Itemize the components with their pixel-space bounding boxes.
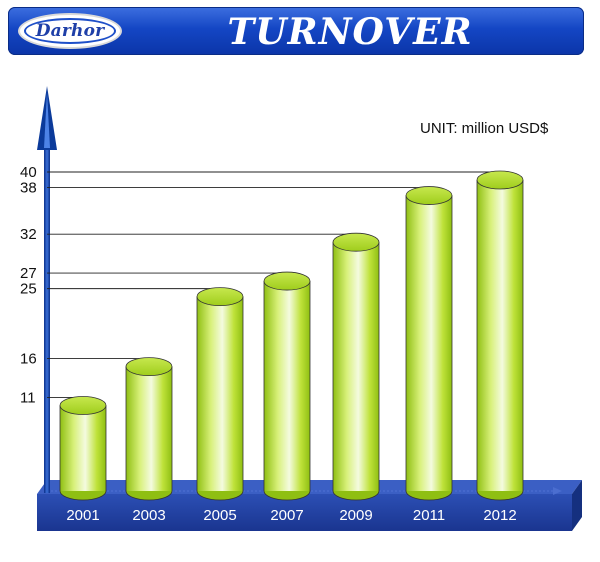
- bar-top: [125, 357, 173, 377]
- bar-body: [333, 242, 379, 491]
- bar-body: [126, 366, 172, 491]
- bar-top: [332, 232, 380, 252]
- x-tick-label: 2009: [339, 507, 372, 524]
- bar-2009: [332, 232, 380, 501]
- bar-2012: [476, 170, 524, 501]
- x-tick-label: 2011: [413, 507, 445, 524]
- x-tick-label: 2012: [483, 507, 516, 524]
- base-side-face: [572, 480, 582, 531]
- y-tick-label: 27: [20, 265, 37, 282]
- x-tick-label: 2001: [66, 507, 99, 524]
- darhor-logo: Darhor: [18, 13, 122, 49]
- x-tick-label: 2005: [203, 507, 236, 524]
- y-tick-label: 11: [20, 389, 36, 406]
- unit-label: UNIT: million USD$: [420, 120, 549, 137]
- bar-2007: [263, 271, 311, 501]
- bar-top: [405, 186, 453, 205]
- y-axis-arrow-highlight: [44, 92, 50, 148]
- bar-top: [476, 170, 524, 190]
- y-tick-label: 38: [20, 180, 37, 197]
- bar-top: [196, 287, 244, 307]
- y-tick-label: 40: [20, 164, 37, 181]
- y-axis: [37, 86, 57, 493]
- x-tick-label: 2003: [132, 507, 165, 524]
- bar-top: [59, 396, 107, 415]
- bar-body: [264, 281, 310, 491]
- x-tick-label: 2007: [270, 507, 303, 524]
- value-leader-lines: [47, 171, 500, 398]
- bar-2011: [405, 186, 453, 501]
- bars: [59, 170, 524, 501]
- bar-2001: [59, 396, 107, 501]
- y-tick-label: 16: [20, 351, 37, 368]
- logo-text: Darhor: [35, 21, 105, 41]
- y-tick-label: 25: [20, 281, 37, 298]
- bar-body: [406, 195, 452, 492]
- base-front-face: [37, 494, 572, 531]
- x-axis-arrow: [553, 487, 562, 495]
- bar-2003: [125, 357, 173, 501]
- bar-body: [60, 405, 106, 491]
- bar-body: [477, 180, 523, 491]
- chart-title: TURNOVER: [227, 11, 473, 53]
- bar-top: [263, 271, 311, 291]
- y-tick-label: 32: [20, 226, 37, 243]
- logo-ellipse: Darhor: [24, 18, 116, 44]
- bar-2005: [196, 287, 244, 501]
- bar-body: [197, 296, 243, 491]
- y-axis-shaft: [44, 148, 50, 493]
